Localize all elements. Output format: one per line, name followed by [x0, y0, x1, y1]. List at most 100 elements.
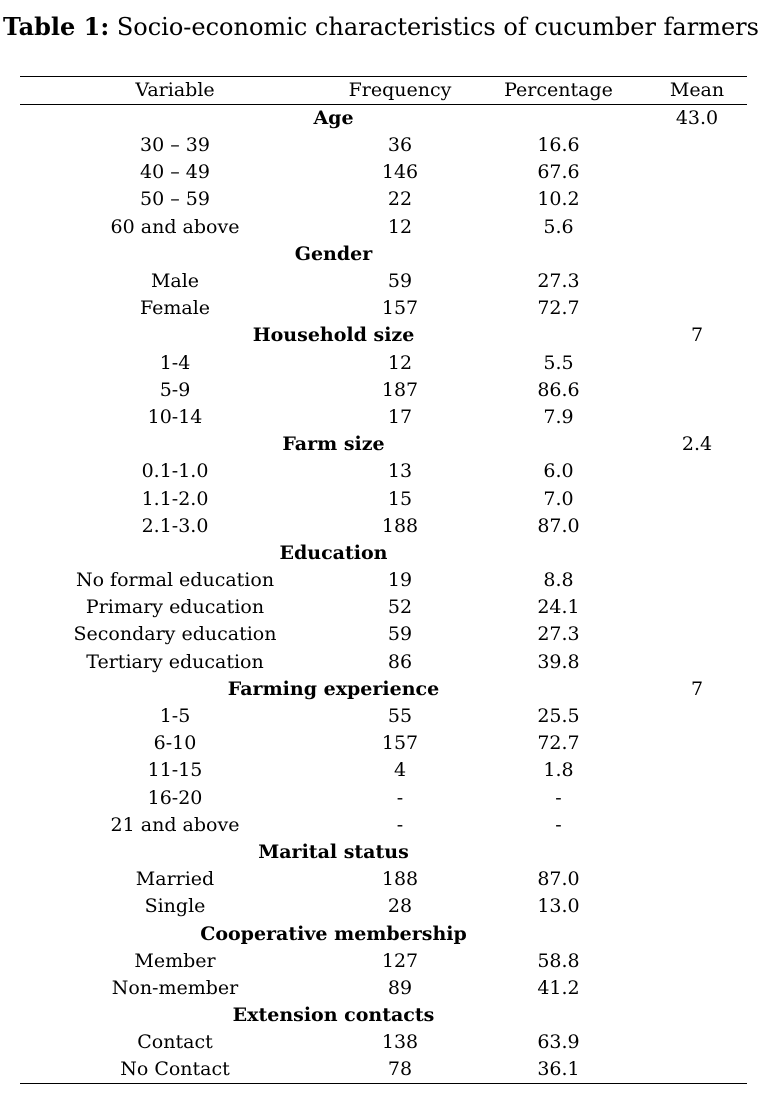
group-name: Cooperative membership: [200, 922, 467, 945]
row-mean-empty: [647, 703, 747, 730]
table-row: No Contact 78 36.1: [20, 1056, 747, 1085]
row-label: 6-10: [153, 732, 197, 755]
row-percentage: 10.2: [537, 188, 580, 211]
table-row: 30 – 39 36 16.6: [20, 132, 747, 159]
table-row: 5-9 187 86.6: [20, 377, 747, 404]
row-label: Female: [139, 297, 211, 320]
row-label: Secondary education: [73, 623, 277, 646]
row-percentage: 39.8: [537, 650, 580, 673]
row-percentage: 5.6: [543, 215, 574, 238]
group-mean: [647, 1002, 747, 1029]
row-percentage: -: [555, 813, 562, 836]
row-mean-empty: [647, 485, 747, 512]
row-mean-empty: [647, 730, 747, 757]
row-percentage: 72.7: [537, 297, 580, 320]
row-mean-empty: [647, 567, 747, 594]
row-mean-empty: [647, 268, 747, 295]
table-row: 0.1-1.0 13 6.0: [20, 458, 747, 485]
row-label: Primary education: [85, 596, 265, 619]
row-frequency: 28: [387, 895, 413, 918]
row-frequency: 55: [387, 705, 413, 728]
row-mean-empty: [647, 377, 747, 404]
group-name: Farm size: [282, 433, 385, 456]
row-mean-empty: [647, 785, 747, 812]
table-row: Member 127 58.8: [20, 948, 747, 975]
row-label: 11-15: [147, 759, 203, 782]
row-label: 0.1-1.0: [141, 460, 209, 483]
group-header-row: Extension contacts: [20, 1002, 747, 1029]
row-frequency: 127: [381, 949, 419, 972]
row-frequency: 22: [387, 188, 413, 211]
group-mean: [647, 839, 747, 866]
group-name: Extension contacts: [232, 1004, 435, 1027]
row-mean-empty: [647, 975, 747, 1002]
table-row: 10-14 17 7.9: [20, 404, 747, 431]
row-percentage: 27.3: [537, 270, 580, 293]
table-caption-text: Socio-economic characteristics of cucumb…: [109, 13, 759, 41]
row-label: 16-20: [147, 786, 203, 809]
row-mean-empty: [647, 186, 747, 213]
row-label: Married: [135, 868, 215, 891]
table-header-row: Variable Frequency Percentage Mean: [20, 76, 747, 105]
group-mean: [647, 920, 747, 947]
row-frequency: 59: [387, 270, 413, 293]
row-mean-empty: [647, 295, 747, 322]
table-row: 1.1-2.0 15 7.0: [20, 485, 747, 512]
table-row: 60 and above 12 5.6: [20, 214, 747, 241]
row-percentage: 16.6: [537, 134, 580, 157]
group-mean: 43.0: [675, 107, 719, 129]
row-percentage: 1.8: [543, 759, 574, 782]
table-row: Contact 138 63.9: [20, 1029, 747, 1056]
row-frequency: 36: [387, 134, 413, 157]
table-body: Age 43.0 30 – 39 36 16.6 40 – 49 146 67.6 50 – 5…: [20, 105, 747, 1085]
table-row: 21 and above - -: [20, 812, 747, 839]
row-percentage: 86.6: [537, 378, 580, 401]
row-frequency: 157: [381, 297, 419, 320]
row-frequency: 187: [381, 378, 419, 401]
group-header-row: Gender: [20, 241, 747, 268]
row-mean-empty: [647, 621, 747, 648]
table-row: Single 28 13.0: [20, 893, 747, 920]
row-percentage: 87.0: [537, 514, 580, 537]
group-header-row: Cooperative membership: [20, 920, 747, 947]
row-label: 5-9: [159, 378, 191, 401]
group-header-row: Farming experience 7: [20, 676, 747, 703]
socio-economic-table: Variable Frequency Percentage Mean Age 43…: [20, 76, 747, 1085]
row-frequency: 19: [387, 569, 413, 592]
row-mean-empty: [647, 458, 747, 485]
group-name: Gender: [294, 242, 373, 265]
row-label: 50 – 59: [140, 188, 210, 211]
row-percentage: 8.8: [543, 569, 574, 592]
row-frequency: 59: [387, 623, 413, 646]
row-percentage: 58.8: [537, 949, 580, 972]
row-frequency: 12: [387, 351, 413, 374]
row-mean-empty: [647, 159, 747, 186]
table-caption-label: Table 1:: [3, 12, 110, 41]
row-label: 21 and above: [110, 813, 240, 836]
row-frequency: -: [396, 813, 404, 836]
row-frequency: 17: [387, 405, 413, 428]
row-label: Single: [144, 895, 206, 918]
row-frequency: -: [396, 786, 404, 809]
group-name: Age: [313, 107, 354, 129]
table-row: Secondary education 59 27.3: [20, 621, 747, 648]
row-frequency: 15: [387, 487, 413, 510]
row-percentage: 36.1: [470, 1056, 647, 1085]
row-label: 40 – 49: [140, 161, 210, 184]
table-row: 50 – 59 22 10.2: [20, 186, 747, 213]
row-mean-empty: [647, 893, 747, 920]
group-header-row: Household size 7: [20, 322, 747, 349]
row-mean-empty: [647, 1029, 747, 1056]
row-frequency: 4: [393, 759, 407, 782]
row-mean-empty: [647, 132, 747, 159]
group-mean: 2.4: [681, 433, 713, 456]
row-percentage: 67.6: [537, 161, 580, 184]
row-label: 30 – 39: [140, 134, 210, 157]
group-name: Education: [279, 541, 388, 564]
row-percentage: -: [555, 786, 562, 809]
group-name: Marital status: [258, 840, 409, 863]
table-caption: Table 1: Socio-economic characteristics …: [0, 0, 762, 62]
row-percentage: 7.9: [543, 405, 574, 428]
row-label: Tertiary education: [86, 650, 264, 673]
row-label: No formal education: [75, 569, 275, 592]
